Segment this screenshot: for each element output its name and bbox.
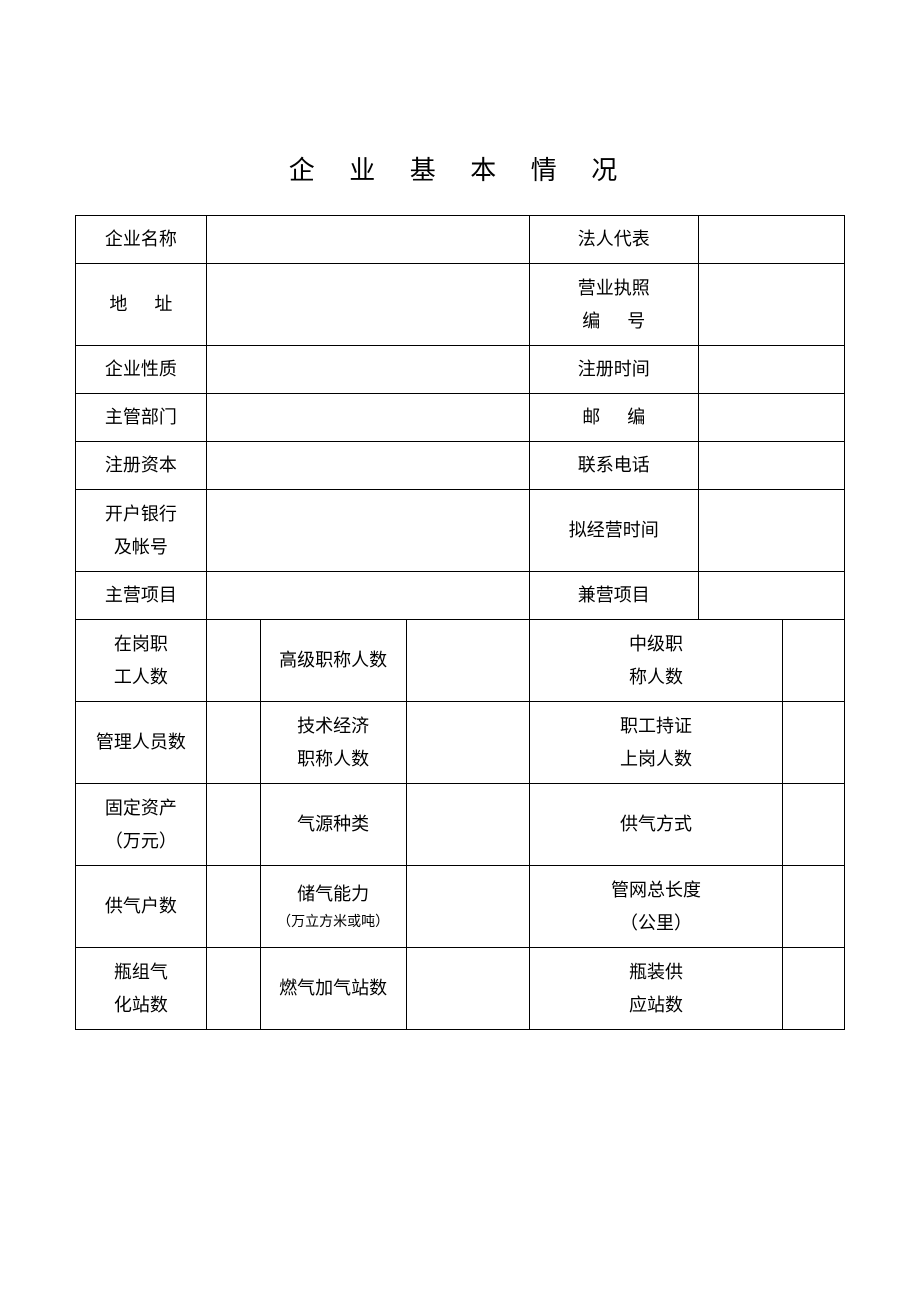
label-address: 地 址 — [76, 264, 207, 346]
label-gas-type: 气源种类 — [260, 784, 406, 866]
value-bottle-station — [206, 948, 260, 1030]
value-mgmt-count — [206, 702, 260, 784]
label-legal-rep: 法人代表 — [529, 216, 698, 264]
value-bank — [206, 490, 529, 572]
value-storage — [406, 866, 529, 948]
label-bottle-station: 瓶组气 化站数 — [76, 948, 207, 1030]
label-side-biz: 兼营项目 — [529, 572, 698, 620]
value-address — [206, 264, 529, 346]
value-biz-license — [698, 264, 844, 346]
label-gas-fill-station: 燃气加气站数 — [260, 948, 406, 1030]
value-staff-count — [206, 620, 260, 702]
value-supervisor — [206, 394, 529, 442]
label-phone: 联系电话 — [529, 442, 698, 490]
label-planned-op-time: 拟经营时间 — [529, 490, 698, 572]
label-supervisor: 主管部门 — [76, 394, 207, 442]
value-bottle-supply — [783, 948, 845, 1030]
label-pipe: 管网总长度 （公里） — [529, 866, 783, 948]
value-senior-title — [406, 620, 529, 702]
label-mid-title: 中级职 称人数 — [529, 620, 783, 702]
value-reg-time — [698, 346, 844, 394]
value-mid-title — [783, 620, 845, 702]
value-side-biz — [698, 572, 844, 620]
label-reg-time: 注册时间 — [529, 346, 698, 394]
page-title: 企 业 基 本 情 况 — [75, 150, 845, 187]
label-fixed-asset: 固定资产 （万元） — [76, 784, 207, 866]
value-cert — [783, 702, 845, 784]
value-reg-capital — [206, 442, 529, 490]
label-reg-capital: 注册资本 — [76, 442, 207, 490]
label-supply-households: 供气户数 — [76, 866, 207, 948]
value-tech-econ — [406, 702, 529, 784]
value-planned-op-time — [698, 490, 844, 572]
label-bottle-supply: 瓶装供 应站数 — [529, 948, 783, 1030]
label-staff-count: 在岗职 工人数 — [76, 620, 207, 702]
value-legal-rep — [698, 216, 844, 264]
label-senior-title: 高级职称人数 — [260, 620, 406, 702]
label-storage: 储气能力 （万立方米或吨） — [260, 866, 406, 948]
label-mgmt-count: 管理人员数 — [76, 702, 207, 784]
company-info-table: 企业名称 法人代表 地 址 营业执照 编 号 企业性质 注册时间 主管部门 邮 … — [75, 215, 845, 1030]
label-tech-econ: 技术经济 职称人数 — [260, 702, 406, 784]
value-main-biz — [206, 572, 529, 620]
value-fixed-asset — [206, 784, 260, 866]
value-gas-type — [406, 784, 529, 866]
value-supply-households — [206, 866, 260, 948]
label-bank: 开户银行 及帐号 — [76, 490, 207, 572]
label-postal: 邮 编 — [529, 394, 698, 442]
label-supply-mode: 供气方式 — [529, 784, 783, 866]
label-company-type: 企业性质 — [76, 346, 207, 394]
label-biz-license: 营业执照 编 号 — [529, 264, 698, 346]
value-supply-mode — [783, 784, 845, 866]
value-company-type — [206, 346, 529, 394]
label-company-name: 企业名称 — [76, 216, 207, 264]
value-phone — [698, 442, 844, 490]
value-gas-fill-station — [406, 948, 529, 1030]
value-company-name — [206, 216, 529, 264]
value-pipe — [783, 866, 845, 948]
label-main-biz: 主营项目 — [76, 572, 207, 620]
label-cert: 职工持证 上岗人数 — [529, 702, 783, 784]
value-postal — [698, 394, 844, 442]
